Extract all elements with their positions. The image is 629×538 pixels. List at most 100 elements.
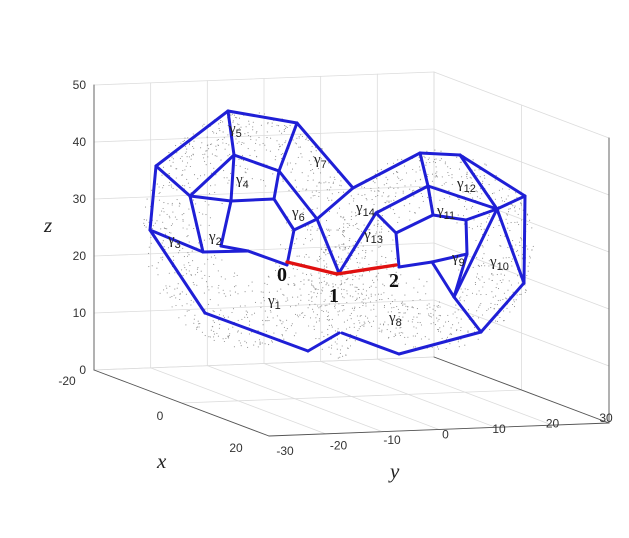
cloud-point [398, 216, 400, 218]
cloud-point [205, 150, 207, 152]
cloud-point [336, 343, 338, 345]
cloud-point [460, 296, 462, 298]
graph-edge [277, 121, 299, 173]
cloud-point [402, 192, 404, 194]
cloud-point [254, 341, 256, 343]
cloud-point [264, 310, 266, 312]
cloud-point [246, 314, 248, 316]
cloud-point [496, 320, 498, 322]
cloud-point [158, 192, 160, 195]
cloud-point [458, 297, 461, 299]
cloud-point [296, 255, 298, 257]
cloud-point [343, 243, 345, 245]
cloud-point [514, 221, 516, 223]
cloud-point [460, 339, 462, 341]
cloud-point [325, 254, 327, 256]
cloud-point [414, 180, 417, 182]
cloud-point [359, 315, 361, 317]
cloud-point [323, 280, 325, 282]
cloud-point [188, 208, 190, 210]
cloud-point [350, 318, 352, 320]
cloud-point [335, 246, 337, 248]
cloud-point [419, 313, 421, 315]
cloud-point [462, 291, 464, 293]
cloud-point [373, 224, 375, 226]
cloud-point [393, 282, 395, 285]
cloud-point [311, 283, 313, 285]
cloud-point [349, 246, 351, 248]
cloud-point [367, 317, 369, 319]
cloud-point [344, 246, 347, 248]
cloud-point [334, 307, 336, 309]
cloud-point [413, 287, 415, 289]
cloud-point [188, 224, 190, 226]
cloud-point [352, 225, 354, 227]
cloud-point [418, 207, 420, 209]
cloud-point [331, 199, 333, 201]
cloud-point [168, 272, 170, 274]
cloud-point [175, 297, 177, 299]
cloud-point [210, 329, 212, 331]
graph-edge [148, 228, 207, 315]
cloud-point [189, 165, 191, 168]
cloud-point [327, 328, 329, 330]
cloud-point [443, 183, 445, 185]
cloud-point [326, 274, 328, 276]
cloud-point [204, 308, 206, 310]
cloud-point [306, 229, 309, 231]
cloud-point [240, 126, 242, 128]
cloud-point [178, 202, 181, 204]
cloud-point [362, 283, 364, 285]
cloud-point [401, 178, 403, 180]
cloud-point [441, 184, 443, 186]
cloud-point [268, 344, 270, 346]
cloud-point [327, 230, 329, 232]
cloud-point [193, 227, 195, 230]
cloud-point [520, 203, 522, 205]
cloud-point [359, 306, 361, 309]
cloud-point [168, 152, 170, 154]
cloud-point [299, 288, 301, 290]
cloud-point [340, 280, 342, 282]
cloud-point [203, 239, 205, 241]
cloud-point [332, 182, 334, 185]
cloud-point [424, 157, 426, 159]
cloud-point [181, 160, 184, 162]
cloud-point [487, 308, 489, 310]
cloud-point [316, 229, 318, 231]
cloud-point [343, 289, 345, 291]
cloud-point [209, 299, 211, 301]
cloud-point [286, 328, 288, 330]
cloud-point [225, 295, 227, 297]
cloud-point [346, 278, 348, 280]
cloud-point [287, 162, 289, 164]
cloud-point [491, 279, 493, 281]
cloud-point [482, 286, 484, 288]
cloud-point [330, 274, 332, 276]
cloud-point [474, 169, 476, 171]
cloud-point [321, 348, 323, 350]
cloud-point [343, 297, 345, 299]
z-tick-label: 10 [73, 306, 87, 320]
cloud-point [326, 319, 328, 321]
cloud-point [287, 283, 289, 286]
cloud-point [237, 319, 239, 321]
cloud-point [228, 144, 230, 146]
cloud-point [330, 186, 332, 188]
cloud-point [519, 293, 521, 295]
cloud-point [345, 354, 347, 356]
cloud-point [295, 163, 297, 165]
cloud-point [378, 187, 380, 189]
cloud-point [437, 346, 439, 348]
cloud-point [520, 204, 522, 206]
cloud-point [344, 249, 346, 251]
cycle-label: γ3 [167, 232, 181, 251]
cloud-point [303, 243, 305, 245]
cloud-point [281, 335, 284, 337]
cloud-point [248, 333, 251, 335]
cloud-point [304, 314, 306, 316]
graph-edge [430, 260, 456, 299]
cloud-point [200, 147, 202, 149]
y-axis-title: y [388, 459, 400, 483]
cloud-point [172, 211, 174, 213]
